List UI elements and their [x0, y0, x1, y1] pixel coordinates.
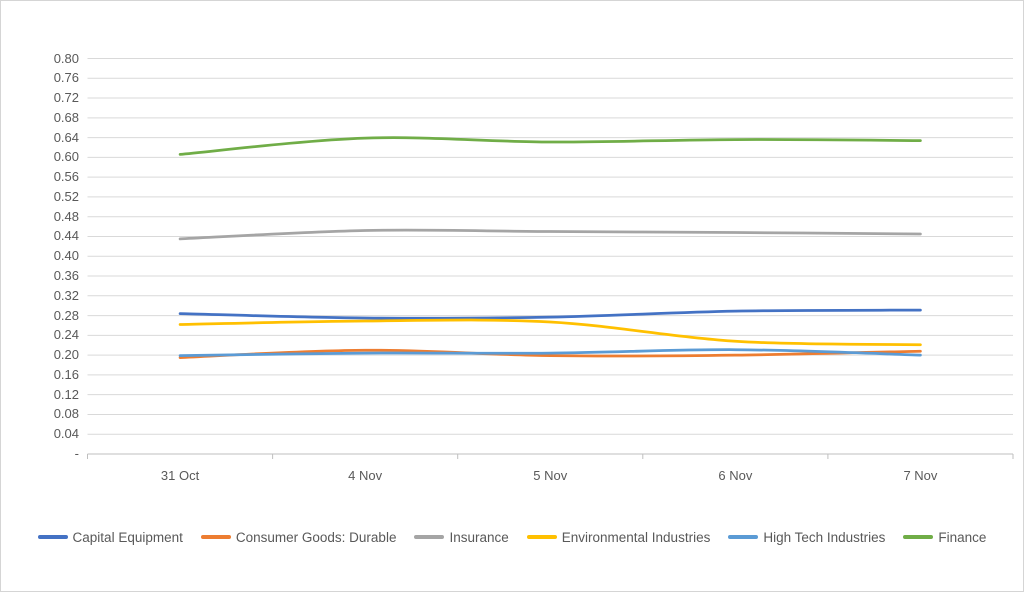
y-tick-label: 0.72	[53, 90, 79, 106]
legend-line-swatch	[37, 535, 68, 539]
y-tick-label: 0.40	[53, 248, 79, 264]
legend-item-capital-equipment: Capital Equipment	[37, 529, 183, 545]
y-tick-label: 0.76	[53, 70, 79, 86]
legend-label: Environmental Industries	[561, 529, 711, 545]
series-line-consumer-goods-durable	[178, 348, 922, 359]
y-tick-label: 0.52	[53, 188, 79, 204]
y-tick-label: 0.12	[53, 386, 79, 402]
x-tick-label: 6 Nov	[718, 468, 753, 483]
y-tick-label: 0.36	[53, 268, 79, 284]
y-tick-label: 0.68	[53, 109, 79, 125]
y-tick-label: -	[74, 446, 79, 461]
legend-item-finance: Finance	[903, 530, 986, 545]
series-line-environmental-industries	[178, 318, 922, 347]
x-tick-label: 4 Nov	[348, 468, 383, 483]
legend-line-swatch	[200, 535, 231, 539]
y-tick-label: 0.80	[53, 50, 79, 66]
y-tick-label: 0.56	[53, 169, 79, 185]
x-tick-label: 31 Oct	[160, 468, 200, 483]
y-tick-label: 0.04	[53, 426, 79, 442]
legend-label: Insurance	[449, 529, 509, 545]
legend-item-insurance: Insurance	[414, 529, 509, 545]
y-tick-label: 0.24	[53, 327, 79, 343]
legend-line-swatch	[414, 535, 445, 539]
y-tick-label: 0.16	[53, 366, 79, 382]
legend-line-swatch	[526, 535, 557, 539]
legend-item-environmental-industries: Environmental Industries	[526, 529, 711, 545]
series-line-capital-equipment	[178, 308, 922, 320]
legend-item-high-tech-industries: High Tech Industries	[728, 530, 885, 545]
series-line-insurance	[178, 228, 922, 241]
y-tick-label: 0.32	[53, 287, 79, 303]
y-tick-label: 0.48	[53, 208, 79, 224]
legend: Capital Equipment Consumer Goods: Durable…	[1, 525, 1023, 549]
series-line-high-tech-industries	[178, 348, 922, 357]
y-tick-label: 0.60	[53, 149, 79, 165]
legend-label: Finance	[938, 529, 987, 545]
y-tick-label: 0.44	[53, 228, 79, 244]
y-tick-label: 0.28	[53, 307, 79, 323]
legend-label: Capital Equipment	[72, 529, 183, 545]
legend-item-consumer-goods-durable: Consumer Goods: Durable	[200, 529, 397, 545]
series-line-finance	[178, 136, 922, 156]
y-tick-label: 0.08	[53, 406, 79, 422]
legend-line-swatch	[728, 535, 759, 539]
x-tick-label: 7 Nov	[903, 468, 938, 483]
legend-label: Consumer Goods: Durable	[235, 529, 397, 545]
y-tick-label: 0.64	[53, 129, 79, 145]
y-tick-label: 0.20	[53, 347, 79, 363]
x-tick-label: 5 Nov	[533, 468, 568, 483]
legend-line-swatch	[903, 535, 934, 539]
legend-label: High Tech Industries	[763, 529, 886, 545]
